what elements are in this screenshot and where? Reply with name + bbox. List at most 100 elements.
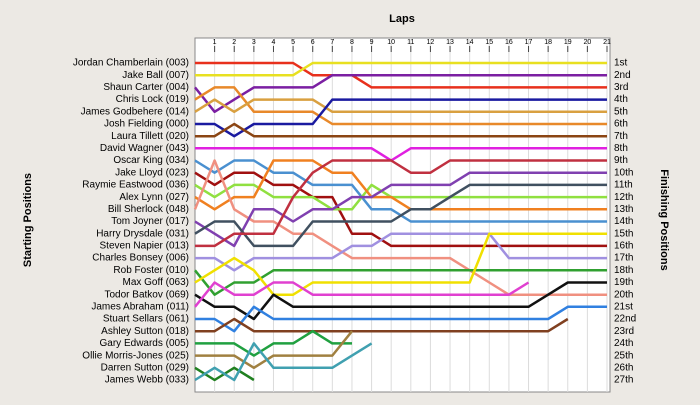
driver-line: [194, 232, 607, 296]
driver-line: [195, 61, 607, 89]
starting-position-label: Harry Drysdale (031): [96, 228, 189, 239]
starting-position-label: Ollie Morris-Jones (025): [82, 350, 189, 361]
finishing-position-label: 16th: [614, 241, 633, 252]
finishing-position-label: 18th: [614, 265, 633, 276]
finishing-position-label: 25th: [614, 350, 633, 361]
starting-position-label: Steven Napier (013): [100, 241, 190, 252]
driver-line: [195, 329, 352, 357]
driver-line: [194, 342, 373, 382]
starting-position-label: Jake Ball (007): [122, 70, 189, 81]
driver-line: [194, 183, 607, 248]
starting-position-label: Josh Fielding (000): [104, 119, 189, 130]
finishing-position-label: 22nd: [614, 314, 636, 325]
x-tick-label: 1: [213, 39, 217, 46]
finishing-position-label: 17th: [614, 253, 633, 264]
y-axis-label: Starting Positions: [22, 173, 34, 267]
x-tick-label: 3: [252, 39, 256, 46]
starting-position-label: Max Goff (063): [122, 277, 189, 288]
starting-position-label: Todor Batkov (069): [105, 289, 190, 300]
starting-position-label: Oscar King (034): [113, 155, 189, 166]
starting-position-label: Darren Sutton (029): [101, 362, 189, 373]
starting-position-label: Raymie Eastwood (036): [82, 180, 189, 191]
x-tick-label: 9: [370, 39, 374, 46]
starting-position-label: Ashley Sutton (018): [101, 326, 189, 337]
x-tick-label: 4: [272, 39, 276, 46]
finishing-position-label: 13th: [614, 204, 633, 215]
starting-position-label: Jake Lloyd (023): [115, 167, 189, 178]
starting-position-label: Shaun Carter (004): [103, 82, 189, 93]
finishing-position-label: 23rd: [614, 326, 634, 337]
finishing-position-label: 19th: [614, 277, 633, 288]
driver-line: [195, 159, 607, 248]
finishing-position-label: 4th: [614, 94, 628, 105]
starting-position-label: James Godbehere (014): [81, 106, 189, 117]
finishing-position-label: 1st: [614, 58, 628, 69]
finishing-position-label: 3rd: [614, 82, 628, 93]
starting-position-label: James Abraham (011): [91, 301, 189, 312]
driver-line: [194, 159, 607, 211]
driver-line: [195, 61, 607, 77]
driver-line: [195, 330, 353, 370]
driver-line: [195, 147, 607, 162]
finishing-position-label: 20th: [614, 289, 633, 300]
finishing-position-label: 26th: [614, 362, 633, 373]
finishing-position-label: 8th: [614, 143, 628, 154]
finishing-position-label: 15th: [614, 228, 633, 239]
driver-line: [193, 159, 607, 296]
starting-position-label: Charles Bonsey (006): [92, 253, 189, 264]
starting-position-label: Laura Tillett (020): [111, 131, 189, 142]
x-tick-label: 8: [350, 39, 354, 46]
x-tick-label: 16: [505, 39, 513, 46]
x-tick-label: 15: [485, 39, 493, 46]
finishing-position-label: 27th: [614, 375, 633, 386]
driver-line: [195, 305, 607, 333]
finishing-position-label: 10th: [614, 167, 633, 178]
x-tick-label: 12: [427, 39, 435, 46]
driver-line: [194, 73, 607, 114]
starting-position-label: David Wagner (043): [100, 143, 189, 154]
finishing-position-label: 12th: [614, 192, 633, 203]
driver-line: [194, 171, 607, 248]
driver-line: [194, 183, 607, 211]
starting-position-label: Jordan Chamberlain (003): [73, 58, 189, 69]
driver-line: [195, 98, 607, 138]
x-tick-label: 14: [466, 39, 474, 46]
finishing-position-label: 6th: [614, 119, 628, 130]
x-tick-label: 11: [407, 39, 414, 46]
driver-line: [194, 281, 530, 308]
starting-position-label: Chris Lock (019): [116, 94, 189, 105]
starting-position-label: Gary Edwards (005): [100, 338, 189, 349]
finishing-position-label: 24th: [614, 338, 633, 349]
driver-line: [195, 317, 569, 333]
starting-position-label: James Webb (033): [105, 375, 189, 386]
driver-line: [194, 98, 607, 114]
starting-position-label: Tom Joyner (017): [111, 216, 189, 227]
driver-line: [194, 86, 607, 126]
driver-line: [195, 232, 607, 272]
x-tick-label: 10: [387, 39, 395, 46]
chart-title: Laps: [389, 13, 415, 25]
x-tick-label: 2: [232, 39, 236, 46]
x-tick-label: 5: [291, 39, 295, 46]
x-tick-label: 18: [544, 39, 552, 46]
x-tick-label: 19: [564, 39, 572, 46]
x-tick-label: 20: [583, 39, 591, 46]
driver-line: [195, 122, 607, 138]
starting-position-label: Bill Sherlock (048): [108, 204, 189, 215]
starting-position-label: Rob Foster (010): [113, 265, 189, 276]
finishing-position-label: 7th: [614, 131, 628, 142]
finishing-position-label: 9th: [614, 155, 628, 166]
starting-position-label: Stuart Sellars (061): [103, 314, 189, 325]
x-tick-label: 21: [603, 39, 611, 46]
x-tick-label: 13: [446, 39, 454, 46]
finishing-position-label: 5th: [614, 106, 628, 117]
finishing-position-label: 21st: [614, 301, 633, 312]
finishing-position-label: 14th: [614, 216, 633, 227]
y2-axis-label: Finishing Positions: [658, 169, 670, 270]
finishing-position-label: 2nd: [614, 70, 631, 81]
x-tick-label: 17: [525, 39, 533, 46]
driver-line: [194, 269, 607, 296]
finishing-position-label: 11th: [614, 180, 633, 191]
x-tick-label: 7: [330, 39, 334, 46]
